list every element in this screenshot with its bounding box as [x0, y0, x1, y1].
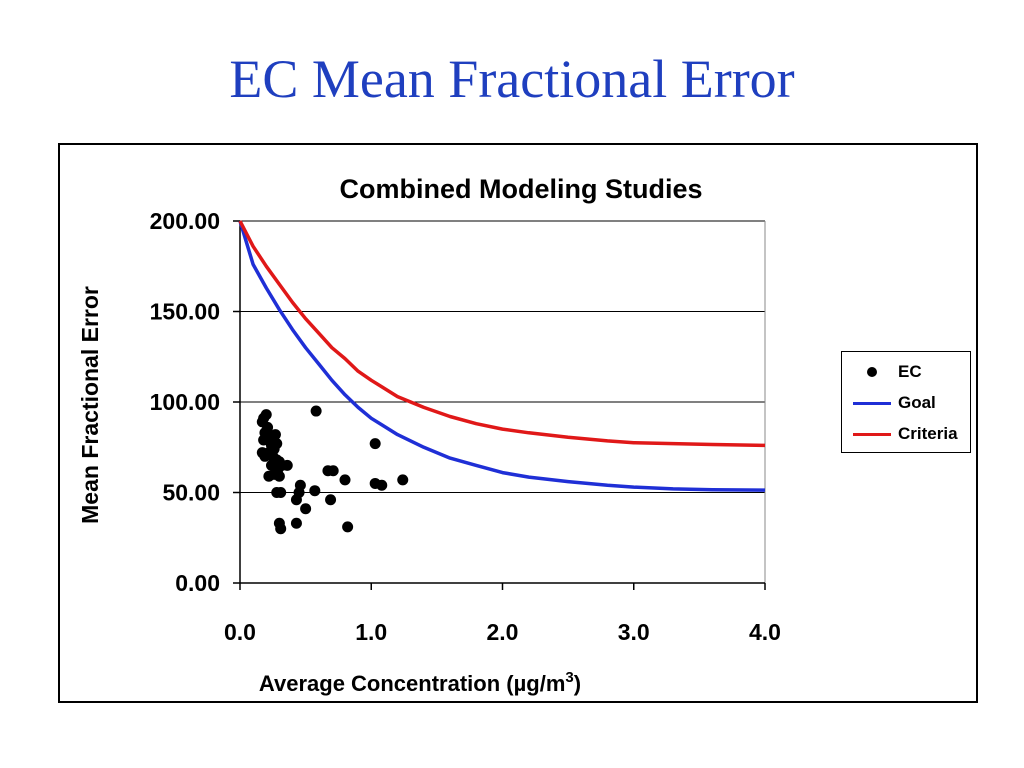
point-ec — [290, 517, 302, 529]
legend-marker-dot — [850, 361, 894, 383]
line-goal — [238, 220, 766, 492]
point-ec — [260, 409, 272, 421]
point-ec — [275, 523, 287, 535]
x-axis-label: Average Concentration (µg/m3) — [259, 669, 581, 696]
x-tick-label: 4.0 — [749, 619, 781, 645]
point-ec — [342, 521, 354, 533]
chart-title: Combined Modeling Studies — [340, 174, 703, 204]
x-tick-label: 1.0 — [355, 619, 387, 645]
legend-label: Goal — [898, 393, 936, 412]
chart-svg: 0.00 50.00 100.00 150.00 200.00 0.0 1.0 2.0 3.0 4… — [77, 174, 781, 696]
legend-item-ec: EC — [850, 361, 922, 383]
point-ec — [397, 474, 409, 486]
slide-title: EC Mean Fractional Error — [229, 49, 795, 109]
point-ec — [275, 487, 287, 498]
x-axis-label-sup: 3 — [565, 669, 573, 686]
point-ec — [271, 438, 283, 450]
y-tick-label: 50.00 — [162, 480, 220, 506]
point-ec — [327, 465, 339, 477]
y-axis-label: Mean Fractional Error — [77, 286, 103, 524]
point-ec — [376, 479, 388, 491]
point-ec — [269, 429, 281, 441]
point-ec — [310, 405, 322, 417]
x-axis-label-end: ) — [574, 671, 581, 696]
y-tick-label: 200.00 — [150, 208, 220, 234]
tick-labels: 0.00 50.00 100.00 150.00 200.00 0.0 1.0 2.0 3.0 4… — [150, 208, 781, 645]
y-tick-label: 0.00 — [175, 570, 220, 596]
point-ec — [281, 459, 293, 471]
point-ec — [259, 450, 271, 462]
point-ec — [273, 470, 285, 482]
chart-frame: 0.00 50.00 100.00 150.00 200.00 0.0 1.0 2.0 3.0 4… — [58, 143, 978, 703]
x-tick-label: 3.0 — [618, 619, 650, 645]
line-criteria — [238, 220, 766, 448]
point-ec — [300, 503, 312, 515]
legend-marker-line — [850, 423, 894, 445]
y-tick-label: 100.00 — [150, 389, 220, 415]
x-tick-label: 0.0 — [224, 619, 256, 645]
legend: EC Goal Criteria — [841, 351, 971, 453]
x-tick-label: 2.0 — [487, 619, 519, 645]
legend-label: EC — [898, 362, 922, 381]
y-tick-label: 150.00 — [150, 299, 220, 325]
gridlines — [240, 220, 765, 493]
point-ec — [369, 438, 381, 450]
legend-label: Criteria — [898, 424, 958, 443]
axes — [233, 220, 766, 590]
legend-item-goal: Goal — [850, 392, 936, 414]
legend-marker-line — [850, 392, 894, 414]
point-ec — [339, 474, 351, 486]
legend-item-criteria: Criteria — [850, 423, 958, 445]
point-ec — [294, 479, 306, 491]
series-layer — [238, 220, 766, 535]
point-ec — [325, 494, 337, 506]
x-axis-label-main: Average Concentration (µg/m — [259, 671, 565, 696]
point-ec — [309, 485, 321, 497]
